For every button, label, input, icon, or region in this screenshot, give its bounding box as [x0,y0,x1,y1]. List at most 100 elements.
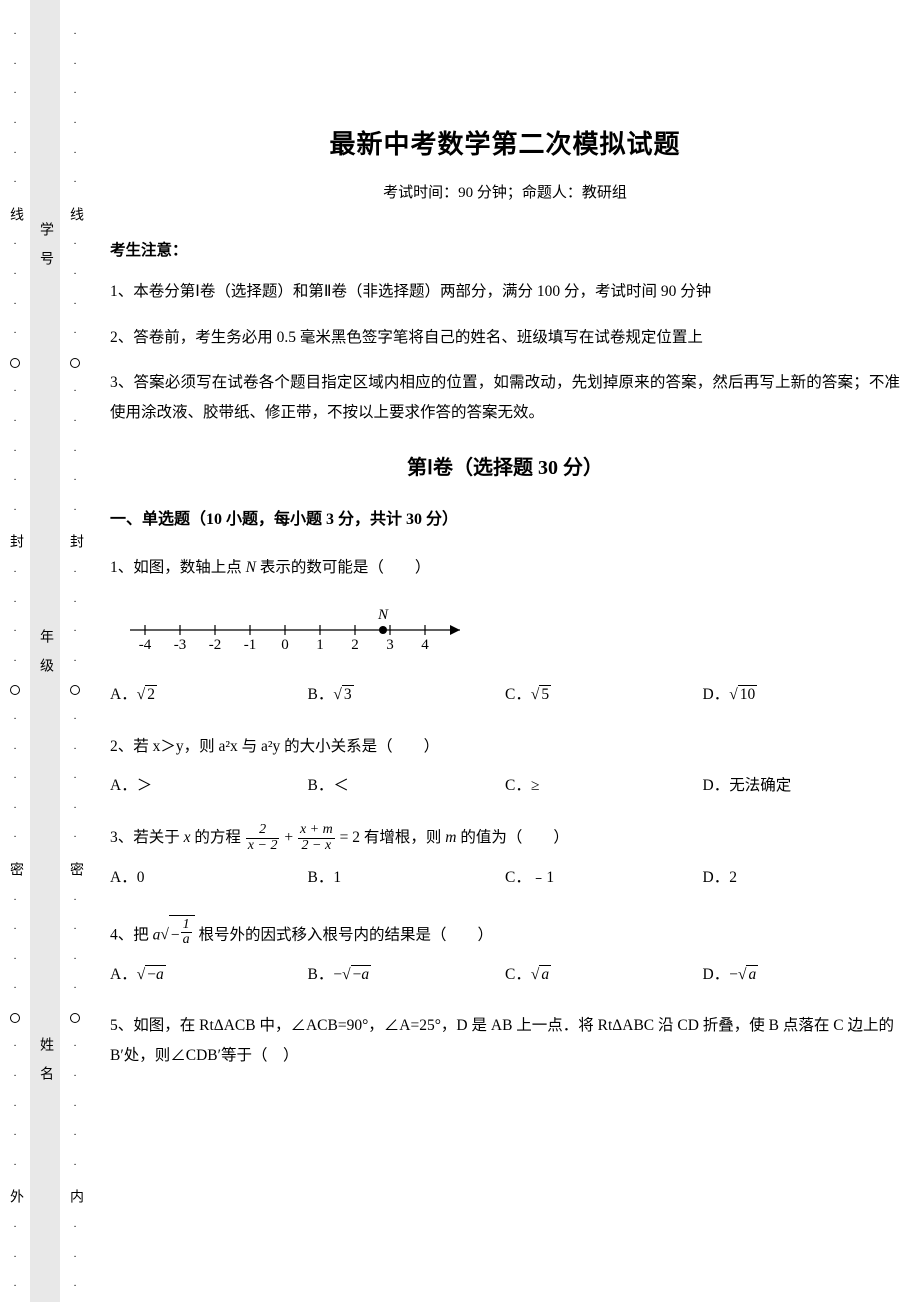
q2-opt-d-text: 无法确定 [729,777,791,794]
q1-options: A．√2 B．√3 C．√5 D．√10 [110,680,900,709]
q3-pre: 3、若关于 [110,829,184,846]
label-nianji: 年 级 [35,629,55,672]
outer-char-wai: 外 [5,1189,25,1203]
q3-frac2-den: 2 − x [298,839,335,854]
svg-text:0: 0 [281,637,289,650]
q4-rad-num: 1 [181,918,192,934]
outer-circle-1 [10,358,20,368]
q1-stem-pre: 1、如图，数轴上点 [110,559,246,576]
q1-opt-d: D．√10 [703,680,901,709]
outer-circle-2 [10,685,20,695]
svg-text:-3: -3 [174,637,187,650]
exam-subtitle: 考试时间：90 分钟；命题人：教研组 [110,179,900,208]
inner-char-mi: 密 [65,862,85,876]
q3-m: m [445,829,456,846]
q4-opt-d: D．−√a [703,960,901,989]
q3-frac1-num: 2 [246,823,280,839]
inner-circle-1 [70,358,80,368]
question-4: 4、把 a√−1a 根号外的因式移入根号内的结果是（ ） A．√−a B．−√−… [110,915,900,990]
inner-dots: ······ 线 ···· ····· 封 ···· ····· 密 ···· … [65,20,85,1302]
q4-pre: 4、把 [110,926,153,943]
q3-opt-c: C．﹣1 [505,863,703,892]
inner-circle-3 [70,1013,80,1023]
svg-text:2: 2 [351,637,359,650]
q1-var-n: N [246,559,256,576]
outer-char-xian: 线 [5,207,25,221]
outer-dots: ······ 线 ···· ····· 封 ···· ····· 密 ···· … [5,20,25,1302]
question-2: 2、若 x＞y，则 a²x 与 a²y 的大小关系是（ ） A．＞ B．＜ C．… [110,732,900,801]
outer-circle-3 [10,1013,20,1023]
q3-opt-d-text: 2 [729,869,737,886]
svg-text:1: 1 [316,637,324,650]
q2-opt-a-text: ＞ [137,777,153,794]
q1-numberline: -4 -3 -2 -1 0 1 2 3 4 N [120,595,900,660]
q3-x: x [184,829,191,846]
q5-stem: 5、如图，在 RtΔACB 中，∠ACB=90°，∠A=25°，D 是 AB 上… [110,1011,900,1070]
q3-opt-b-text: 1 [333,869,341,886]
q1-stem-post: 表示的数可能是（ ） [256,559,430,576]
q4-opt-c: C．√a [505,960,703,989]
q4-options: A．√−a B．−√−a C．√a D．−√a [110,960,900,989]
q3-mid2: 有增根，则 [360,829,445,846]
outer-char-mi: 密 [5,862,25,876]
exam-page: ······ 线 ···· ····· 封 ···· ····· 密 ···· … [0,0,920,1302]
inner-char-xian: 线 [65,207,85,221]
content-area: 最新中考数学第二次模拟试题 考试时间：90 分钟；命题人：教研组 考生注意： 1… [90,0,920,1302]
q2-opt-b: B．＜ [308,771,506,800]
q1-opt-c: C．√5 [505,680,703,709]
q3-opt-c-text: ﹣1 [531,869,554,886]
q2-opt-c: C．≥ [505,771,703,800]
svg-text:4: 4 [421,637,429,650]
svg-text:3: 3 [386,637,394,650]
q2-stem: 2、若 x＞y，则 a²x 与 a²y 的大小关系是（ ） [110,732,900,761]
q3-stem: 3、若关于 x 的方程 2x − 2 + x + m2 − x = 2 有增根，… [110,823,900,854]
q3-frac1-den: x − 2 [246,839,280,854]
q1-stem: 1、如图，数轴上点 N 表示的数可能是（ ） [110,553,900,582]
q4-opt-a: A．√−a [110,960,308,989]
q4-stem: 4、把 a√−1a 根号外的因式移入根号内的结果是（ ） [110,915,900,950]
inner-circle-2 [70,685,80,695]
q4-opt-b: B．−√−a [308,960,506,989]
notice-heading: 考生注意： [110,236,900,265]
q4-post: 根号外的因式移入根号内的结果是（ ） [195,926,493,943]
q3-eq: = 2 [336,829,360,846]
q2-options: A．＞ B．＜ C．≥ D．无法确定 [110,771,900,800]
svg-text:-4: -4 [139,637,152,650]
svg-text:N: N [377,607,389,623]
q4-sqrt: √−1a [160,926,194,943]
q3-opt-b: B．1 [308,863,506,892]
outer-char-feng: 封 [5,534,25,548]
inner-margin-column: ······ 线 ···· ····· 封 ···· ····· 密 ···· … [60,0,90,1302]
inner-char-nei: 内 [65,1189,85,1203]
q1-opt-a: A．√2 [110,680,308,709]
q3-frac2-num: x + m [298,823,335,839]
question-3: 3、若关于 x 的方程 2x − 2 + x + m2 − x = 2 有增根，… [110,823,900,893]
q3-mid1: 的方程 [191,829,245,846]
q3-opt-d: D．2 [703,863,901,892]
notice-3: 3、答案必须写在试卷各个题目指定区域内相应的位置，如需改动，先划掉原来的答案，然… [110,368,900,427]
q2-opt-a: A．＞ [110,771,308,800]
section-1-title: 第Ⅰ卷（选择题 30 分） [110,449,900,487]
q3-frac2: x + m2 − x [298,823,335,853]
q2-opt-d: D．无法确定 [703,771,901,800]
svg-text:-2: -2 [209,637,222,650]
question-1: 1、如图，数轴上点 N 表示的数可能是（ ） [110,553,900,709]
q4-rad-den: a [181,933,192,948]
q2-opt-b-text: ＜ [333,777,349,794]
q3-plus: + [280,829,297,846]
label-xingming: 姓 名 [35,1037,55,1080]
q3-post: 的值为（ ） [456,829,568,846]
outer-margin-column: ······ 线 ···· ····· 封 ···· ····· 密 ···· … [0,0,30,1302]
inner-char-feng: 封 [65,534,85,548]
exam-title: 最新中考数学第二次模拟试题 [110,120,900,169]
label-xuehao: 学 号 [35,222,55,265]
svg-text:-1: -1 [244,637,257,650]
question-5: 5、如图，在 RtΔACB 中，∠ACB=90°，∠A=25°，D 是 AB 上… [110,1011,900,1070]
gray-info-strip: 学 号 年 级 姓 名 [30,0,60,1302]
q2-opt-c-text: ≥ [531,777,540,794]
subsection-1: 一、单选题（10 小题，每小题 3 分，共计 30 分） [110,505,900,535]
q3-options: A．0 B．1 C．﹣1 D．2 [110,863,900,892]
q3-opt-a-text: 0 [137,869,145,886]
q1-opt-b: B．√3 [308,680,506,709]
q3-opt-a: A．0 [110,863,308,892]
